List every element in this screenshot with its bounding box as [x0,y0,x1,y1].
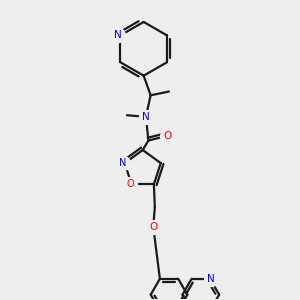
Text: N: N [114,30,122,40]
Text: O: O [127,179,134,189]
Text: O: O [149,222,158,232]
Text: N: N [207,274,215,284]
Text: N: N [119,158,127,168]
Text: O: O [163,131,172,141]
Text: N: N [142,112,150,122]
